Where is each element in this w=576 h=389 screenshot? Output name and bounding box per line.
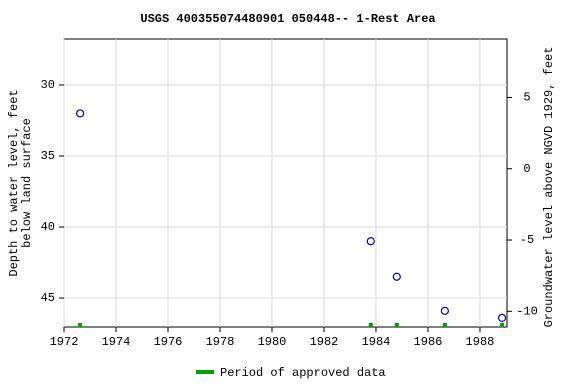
data-point xyxy=(76,109,85,118)
data-point xyxy=(440,306,449,315)
x-tick-label: 1986 xyxy=(414,335,443,349)
y2-tick-label: 5 xyxy=(523,91,530,105)
y2-tick-label: -10 xyxy=(516,304,538,318)
approved-marker xyxy=(500,323,505,327)
y-tick-label: 40 xyxy=(41,220,55,234)
x-tick-label: 1982 xyxy=(310,335,339,349)
approved-marker xyxy=(394,323,399,327)
y-label: Depth to water level, feet below land su… xyxy=(8,89,34,277)
y-tick-label: 30 xyxy=(41,78,55,92)
x-tick-label: 1988 xyxy=(466,335,495,349)
x-tick-label: 1984 xyxy=(362,335,391,349)
y2-tick-label: 0 xyxy=(523,162,530,176)
data-point xyxy=(366,237,375,246)
x-tick-label: 1978 xyxy=(206,335,235,349)
x-tick-label: 1974 xyxy=(102,335,131,349)
y-tick-label: 35 xyxy=(41,149,55,163)
legend-label: Period of approved data xyxy=(220,366,386,380)
approved-marker xyxy=(442,323,447,327)
x-tick-label: 1972 xyxy=(50,335,79,349)
approved-marker xyxy=(368,323,373,327)
y2-label: Groundwater level above NGVD 1929, feet xyxy=(542,47,556,328)
y-tick-label: 45 xyxy=(41,291,55,305)
data-point xyxy=(497,313,507,323)
data-point xyxy=(392,272,401,281)
chart-title: USGS 400355074480901 050448-- 1-Rest Are… xyxy=(140,12,435,26)
y2-tick-label: -5 xyxy=(520,233,534,247)
x-tick-label: 1976 xyxy=(154,335,183,349)
plot-frame xyxy=(63,38,508,328)
approved-marker xyxy=(78,323,83,327)
x-tick-label: 1980 xyxy=(258,335,287,349)
